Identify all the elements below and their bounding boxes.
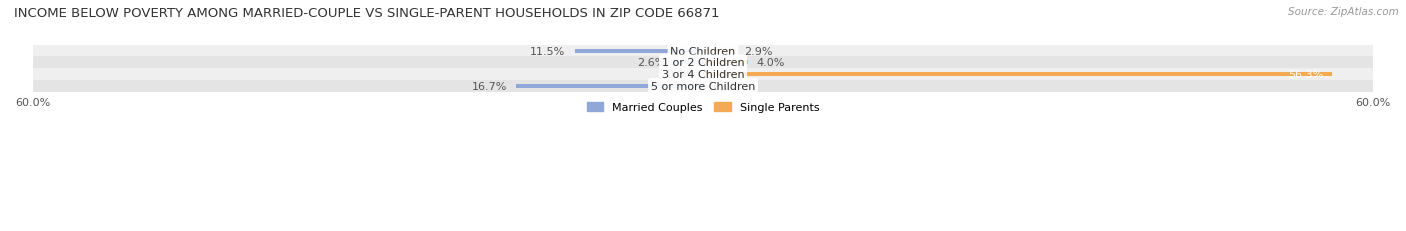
Text: 4.0%: 4.0% [756,58,785,68]
Bar [32,57,1374,69]
Text: 56.3%: 56.3% [1288,70,1323,80]
Bar [32,69,1374,81]
Bar [703,49,735,53]
Text: 1 or 2 Children: 1 or 2 Children [662,58,744,68]
Bar [703,73,1331,77]
Bar [516,85,703,88]
Text: 0.0%: 0.0% [666,70,695,80]
Bar [703,61,748,65]
Text: INCOME BELOW POVERTY AMONG MARRIED-COUPLE VS SINGLE-PARENT HOUSEHOLDS IN ZIP COD: INCOME BELOW POVERTY AMONG MARRIED-COUPL… [14,7,720,20]
Text: 11.5%: 11.5% [530,46,565,56]
Legend: Married Couples, Single Parents: Married Couples, Single Parents [582,98,824,117]
Bar [32,81,1374,92]
Text: 0.0%: 0.0% [711,82,740,91]
Text: No Children: No Children [671,46,735,56]
Text: 2.6%: 2.6% [637,58,665,68]
Text: 2.9%: 2.9% [744,46,773,56]
Text: 5 or more Children: 5 or more Children [651,82,755,91]
Bar [32,46,1374,57]
Bar [575,49,703,53]
Text: 16.7%: 16.7% [472,82,508,91]
Bar [673,61,703,65]
Text: 3 or 4 Children: 3 or 4 Children [662,70,744,80]
Text: Source: ZipAtlas.com: Source: ZipAtlas.com [1288,7,1399,17]
